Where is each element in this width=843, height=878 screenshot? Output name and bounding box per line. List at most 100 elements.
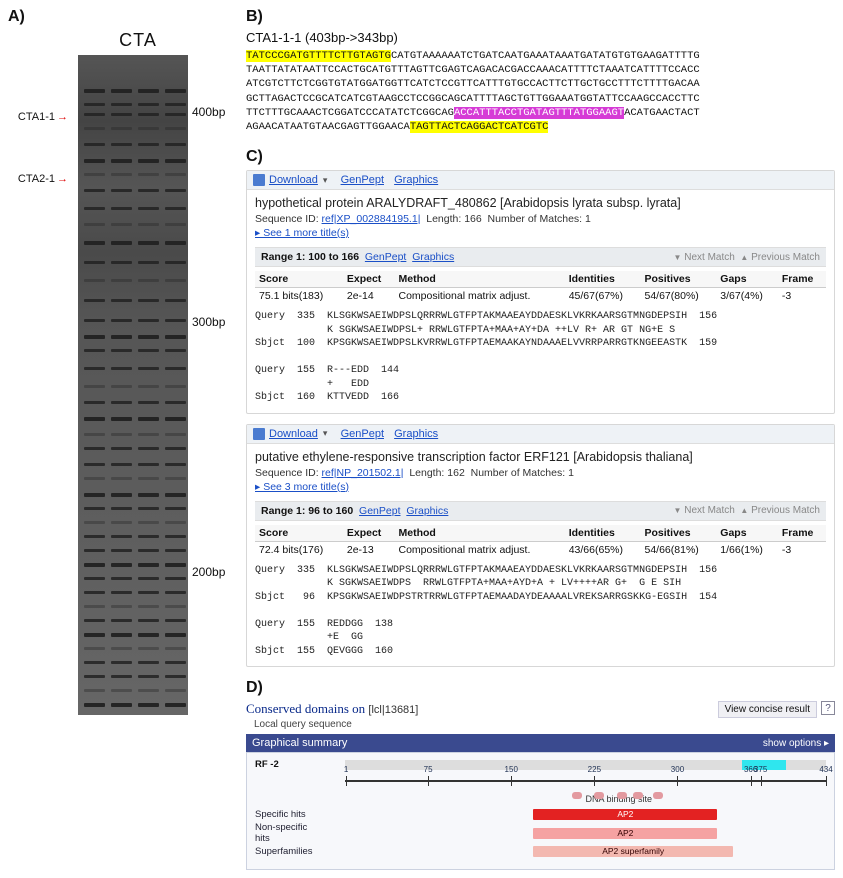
dna-binding-row: DNA binding site	[345, 796, 826, 806]
stats-header: Gaps	[716, 271, 778, 288]
domain-bar[interactable]: AP2 superfamily	[533, 846, 732, 857]
ruler-tick-label: 75	[424, 765, 433, 774]
gel-size-label: 400bp	[192, 105, 225, 119]
ruler-tick-label: 434	[819, 765, 832, 774]
gsum-label: Graphical summary	[252, 737, 347, 749]
gel-image	[78, 55, 188, 715]
figure-root: A) CTA CTA1-1→CTA2-1→400bp300bp200bp B) …	[8, 8, 835, 870]
stats-cell: -3	[778, 288, 826, 305]
panel-a: A) CTA CTA1-1→CTA2-1→400bp300bp200bp	[8, 8, 228, 870]
stats-cell: Compositional matrix adjust.	[395, 288, 565, 305]
blast-result: Download ▾ GenPept Graphics hypothetical p…	[246, 170, 835, 414]
stats-cell: -3	[778, 541, 826, 558]
download-link[interactable]: Download	[269, 174, 318, 186]
stats-header: Positives	[641, 271, 717, 288]
ruler-tick-label: 225	[588, 765, 601, 774]
graphics-link[interactable]: Graphics	[394, 428, 438, 440]
stats-header: Identities	[565, 271, 641, 288]
stats-header: Expect	[343, 525, 395, 542]
stats-cell: 2e-13	[343, 541, 395, 558]
track-name: Superfamilies	[255, 846, 345, 857]
stats-header: Gaps	[716, 525, 778, 542]
hit-title: putative ethylene-responsive transcripti…	[255, 450, 826, 464]
gel-left-label: CTA2-1→	[8, 173, 68, 185]
genpept-link[interactable]: GenPept	[359, 505, 400, 517]
stats-header: Score	[255, 271, 343, 288]
sequence-block: TATCCCGATGTTTTCTTGTAGTGCATGTAAAAAATCTGAT…	[246, 49, 835, 134]
cd-title-id: [lcl|13681]	[368, 704, 418, 716]
stats-header: Method	[395, 525, 565, 542]
cd-subtitle: Local query sequence	[254, 719, 835, 730]
track-name: Non-specifichits	[255, 822, 345, 844]
panel-c-label: C)	[246, 148, 835, 166]
help-icon[interactable]: ?	[821, 701, 835, 715]
stats-table: ScoreExpectMethodIdentitiesPositivesGaps…	[255, 271, 826, 304]
see-more-link[interactable]: ▸ See 1 more title(s)	[255, 227, 349, 239]
stats-header: Score	[255, 525, 343, 542]
cd-title-prefix: Conserved domains on	[246, 701, 365, 716]
stats-header: Positives	[641, 525, 717, 542]
genpept-link[interactable]: GenPept	[341, 428, 384, 440]
ruler: 175150225300366375434	[345, 772, 826, 790]
stats-cell: 45/67(67%)	[565, 288, 641, 305]
domain-bar[interactable]: AP2	[533, 809, 717, 820]
range-bar: Range 1: 96 to 160 GenPept Graphics ▼ Nex…	[255, 501, 826, 521]
stats-cell: 72.4 bits(176)	[255, 541, 343, 558]
see-more-link[interactable]: ▸ See 3 more title(s)	[255, 481, 349, 493]
stats-cell: 2e-14	[343, 288, 395, 305]
blast-container: Download ▾ GenPept Graphics hypothetical p…	[246, 170, 835, 667]
graphical-summary-bar: Graphical summary show options ▸	[246, 734, 835, 752]
panel-d-label: D)	[246, 679, 835, 697]
stats-header: Method	[395, 271, 565, 288]
stats-cell: 1/66(1%)	[716, 541, 778, 558]
ruler-tick-label: 1	[344, 765, 348, 774]
ruler-tick-label: 300	[671, 765, 684, 774]
domain-bar[interactable]: AP2	[533, 828, 717, 839]
seqid-link[interactable]: ref|NP_201502.1|	[322, 467, 404, 479]
panel-b-label: B)	[246, 8, 835, 26]
genpept-link[interactable]: GenPept	[365, 251, 406, 263]
right-column: B) CTA1-1-1 (403bp->343bp) TATCCCGATGTTT…	[246, 8, 835, 870]
genpept-link[interactable]: GenPept	[341, 174, 384, 186]
download-link[interactable]: Download	[269, 428, 318, 440]
stats-header: Identities	[565, 525, 641, 542]
save-icon	[253, 428, 265, 440]
alignment-text: Query 335 KLSGKWSAEIWDPSLQRRRWLGTFPTAKMA…	[255, 310, 826, 405]
match-nav: ▼ Next Match ▲ Previous Match	[674, 505, 820, 516]
stats-cell: 3/67(4%)	[716, 288, 778, 305]
range-label: Range 1: 96 to 160	[261, 505, 353, 517]
range-bar: Range 1: 100 to 166 GenPept Graphics ▼ Ne…	[255, 247, 826, 267]
hit-title: hypothetical protein ARALYDRAFT_480862 […	[255, 196, 826, 210]
ruler-tick-label: 150	[505, 765, 518, 774]
graphics-link[interactable]: Graphics	[412, 251, 454, 263]
gel-size-label: 200bp	[192, 565, 225, 579]
track-name: Specific hits	[255, 809, 345, 820]
graphics-link[interactable]: Graphics	[394, 174, 438, 186]
stats-header: Expect	[343, 271, 395, 288]
save-icon	[253, 174, 265, 186]
stats-cell: 43/66(65%)	[565, 541, 641, 558]
panel-a-label: A)	[8, 8, 228, 26]
chevron-down-icon[interactable]: ▾	[323, 175, 328, 186]
gel-left-label: CTA1-1→	[8, 111, 68, 123]
stats-header: Frame	[778, 271, 826, 288]
graphics-link[interactable]: Graphics	[406, 505, 448, 517]
domain-track-row: Superfamilies AP2 superfamily	[255, 845, 826, 858]
view-concise-button[interactable]: View concise result	[718, 701, 817, 718]
stats-header: Frame	[778, 525, 826, 542]
panel-b: B) CTA1-1-1 (403bp->343bp) TATCCCGATGTTT…	[246, 8, 835, 134]
seqid-link[interactable]: ref|XP_002884195.1|	[322, 213, 421, 225]
gsum-options[interactable]: show options ▸	[763, 738, 829, 749]
domain-track-row: Specific hits AP2	[255, 808, 826, 821]
blast-toolbar: Download ▾ GenPept Graphics	[247, 171, 834, 190]
range-label: Range 1: 100 to 166	[261, 251, 359, 263]
gel-size-label: 300bp	[192, 315, 225, 329]
stats-table: ScoreExpectMethodIdentitiesPositivesGaps…	[255, 525, 826, 558]
gel-wrap: CTA1-1→ CTA2-1→ 400bp 300bp 200bp	[8, 55, 228, 715]
stats-cell: 75.1 bits(183)	[255, 288, 343, 305]
seq-title: CTA1-1-1 (403bp->343bp)	[246, 30, 835, 45]
match-nav: ▼ Next Match ▲ Previous Match	[674, 252, 820, 263]
stats-cell: 54/67(80%)	[641, 288, 717, 305]
chevron-down-icon[interactable]: ▾	[323, 428, 328, 439]
stats-cell: 54/66(81%)	[641, 541, 717, 558]
